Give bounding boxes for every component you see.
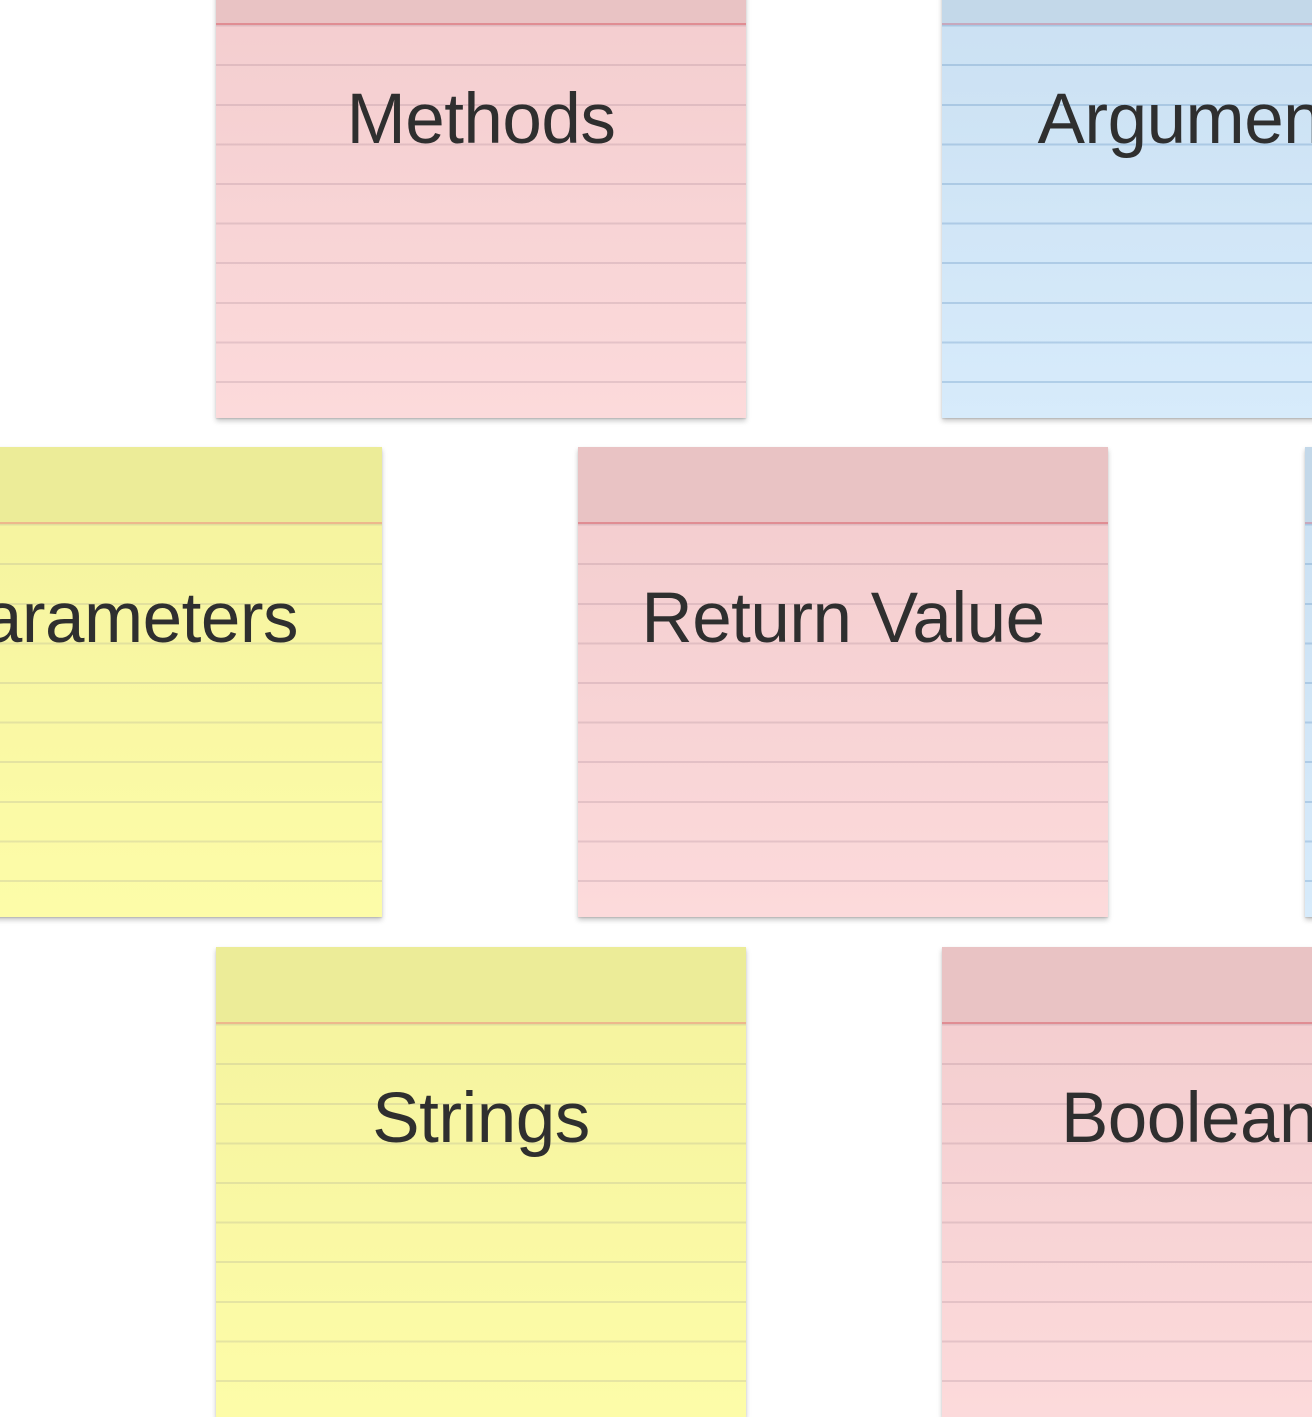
card-top-rule [216, 23, 746, 25]
flashcard-edge-right[interactable] [1305, 447, 1312, 917]
card-top-rule [942, 23, 1312, 25]
card-header-band [0, 447, 382, 523]
card-label: Arguments [1037, 80, 1312, 159]
card-top-rule [942, 1022, 1312, 1024]
flashcard-booleans[interactable]: Booleans [942, 947, 1312, 1417]
card-header-band [1305, 447, 1312, 523]
card-label: Booleans [1060, 1079, 1312, 1158]
flashcard-strings[interactable]: Strings [216, 947, 746, 1417]
card-header-band [578, 447, 1108, 523]
card-top-rule [0, 522, 382, 524]
card-header-band [216, 0, 746, 24]
card-header-band [942, 947, 1312, 1023]
card-top-rule [216, 1022, 746, 1024]
card-top-rule [1305, 522, 1312, 524]
card-label: Methods [346, 80, 616, 159]
flashcard-methods[interactable]: Methods [216, 0, 746, 418]
flashcard-arguments[interactable]: Arguments [942, 0, 1312, 418]
card-label: Parameters [0, 579, 298, 658]
card-label: Return Value [641, 579, 1045, 658]
card-label: Strings [372, 1079, 590, 1158]
flashcard-return-value[interactable]: Return Value [578, 447, 1108, 917]
card-header-band [216, 947, 746, 1023]
card-top-rule [578, 522, 1108, 524]
card-header-band [942, 0, 1312, 24]
flashcard-parameters[interactable]: Parameters [0, 447, 382, 917]
